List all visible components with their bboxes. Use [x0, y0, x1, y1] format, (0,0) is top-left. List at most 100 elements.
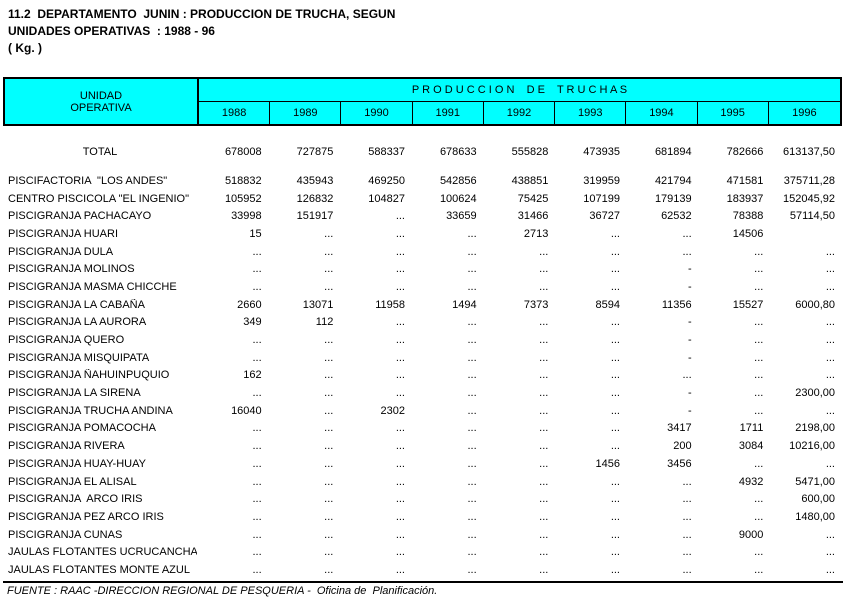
value-cell: ... [825, 457, 835, 470]
table-row: PISCIGRANJA DULA........................… [3, 243, 842, 261]
value-cell: 1494 [452, 298, 477, 311]
value-cell: 151917 [296, 210, 334, 223]
value-cell: ... [324, 369, 334, 382]
row-label: PISCIGRANJA EL ALISAL [8, 475, 137, 488]
value-cell: ... [682, 475, 692, 488]
value-cell: ... [825, 280, 835, 293]
value-cell: ... [539, 280, 549, 293]
value-cell: ... [539, 245, 549, 258]
value-cell: ... [252, 493, 262, 506]
value-cell: ... [467, 387, 477, 400]
table-row: PISCIGRANJA LA AURORA 349 112............ -… [3, 314, 842, 332]
value-cell: ... [395, 510, 405, 523]
value-cell: ... [682, 563, 692, 576]
value-cell: ... [467, 245, 477, 258]
value-cell: ... [825, 546, 835, 559]
value-cell: ... [324, 546, 334, 559]
value-cell: ... [754, 510, 764, 523]
row-label: PISCIGRANJA POMACOCHA [8, 422, 156, 435]
value-cell: ... [610, 316, 620, 329]
value-cell: ... [252, 528, 262, 541]
value-cell: ... [539, 263, 549, 276]
row-label: JAULAS FLOTANTES UCRUCANCHA [8, 546, 197, 559]
value-cell: ... [467, 440, 477, 453]
value-cell: ... [395, 210, 405, 223]
table-row: TOTAL 678008 727875 588337 678633 555828 47393… [3, 143, 842, 161]
value-cell: ... [754, 245, 764, 258]
value-cell: ... [395, 528, 405, 541]
value-cell: 1456 [595, 457, 620, 470]
value-cell: ... [324, 528, 334, 541]
value-cell: ... [610, 227, 620, 240]
value-cell: ... [610, 493, 620, 506]
value-cell: ... [467, 334, 477, 347]
value-cell: ... [539, 316, 549, 329]
year-header: 1988 [199, 102, 271, 124]
row-label: PISCIGRANJA ARCO IRIS [8, 493, 143, 506]
value-cell: ... [682, 546, 692, 559]
value-cell: ... [252, 546, 262, 559]
value-cell: ... [610, 563, 620, 576]
value-cell: 349 [243, 316, 262, 329]
value-cell: 1480,00 [795, 510, 835, 523]
value-cell: ... [324, 510, 334, 523]
table-body: TOTAL 678008 727875 588337 678633 555828 47393… [3, 143, 842, 579]
unit-operativa-header-cell: UNIDAD OPERATIVA [5, 79, 199, 124]
value-cell: ... [252, 387, 262, 400]
value-cell: ... [825, 334, 835, 347]
value-cell: 8594 [595, 298, 620, 311]
value-cell: ... [395, 387, 405, 400]
value-cell: ... [610, 528, 620, 541]
value-cell: ... [395, 546, 405, 559]
source-note: FUENTE : RAAC -DIRECCION REGIONAL DE PES… [7, 585, 438, 597]
value-cell: ... [252, 457, 262, 470]
unit-header-line1: UNIDAD [79, 89, 123, 102]
value-cell: ... [324, 493, 334, 506]
value-cell: ... [252, 245, 262, 258]
value-cell: ... [539, 334, 549, 347]
value-cell: 152045,92 [782, 192, 835, 205]
value-cell: ... [539, 493, 549, 506]
value-cell: ... [395, 440, 405, 453]
value-cell: 678633 [439, 146, 477, 158]
value-cell: ... [754, 563, 764, 576]
value-cell: ... [610, 351, 620, 364]
value-cell: 600,00 [801, 493, 835, 506]
year-header: 1990 [341, 102, 413, 124]
value-cell: 14506 [732, 227, 764, 240]
value-cell: 183937 [726, 192, 764, 205]
value-cell: 112 [315, 316, 334, 329]
value-cell: ... [252, 263, 262, 276]
production-table: UNIDAD OPERATIVA P R O D U C C I O N D E… [3, 77, 842, 579]
value-cell: ... [539, 546, 549, 559]
value-cell: ... [825, 404, 835, 417]
value-cell: 3456 [667, 457, 692, 470]
table-row: PISCIGRANJA PACHACAYO 33998 151917... 33659… [3, 207, 842, 225]
value-cell: ... [467, 510, 477, 523]
unit-header-line2: OPERATIVA [70, 101, 132, 114]
value-cell: ... [324, 351, 334, 364]
value-cell: ... [539, 387, 549, 400]
value-cell: 36727 [589, 210, 620, 223]
row-label: PISCIGRANJA HUARI [8, 227, 119, 240]
value-cell: ... [825, 369, 835, 382]
value-cell: 727875 [296, 146, 334, 158]
value-cell: ... [467, 351, 477, 364]
table-row: PISCIGRANJA LA CABAÑA 2660 13071 11958 1494 7… [3, 296, 842, 314]
value-cell: ... [467, 457, 477, 470]
value-cell: 3084 [738, 440, 764, 453]
value-cell: 104827 [368, 192, 405, 205]
row-label: PISCIGRANJA QUERO [8, 334, 125, 347]
value-cell: ... [324, 280, 334, 293]
value-cell: ... [252, 475, 262, 488]
value-cell: ... [395, 316, 405, 329]
value-cell: ... [252, 351, 262, 364]
value-cell: 2198,00 [795, 422, 835, 435]
value-cell: 678008 [224, 146, 262, 158]
value-cell: ... [467, 422, 477, 435]
value-cell: 4932 [738, 475, 764, 488]
row-label: PISCIGRANJA LA SIRENA [8, 387, 141, 400]
table-row: CENTRO PISCICOLA "EL INGENIO" 105952 12683… [3, 190, 842, 208]
value-cell: - [687, 351, 692, 364]
